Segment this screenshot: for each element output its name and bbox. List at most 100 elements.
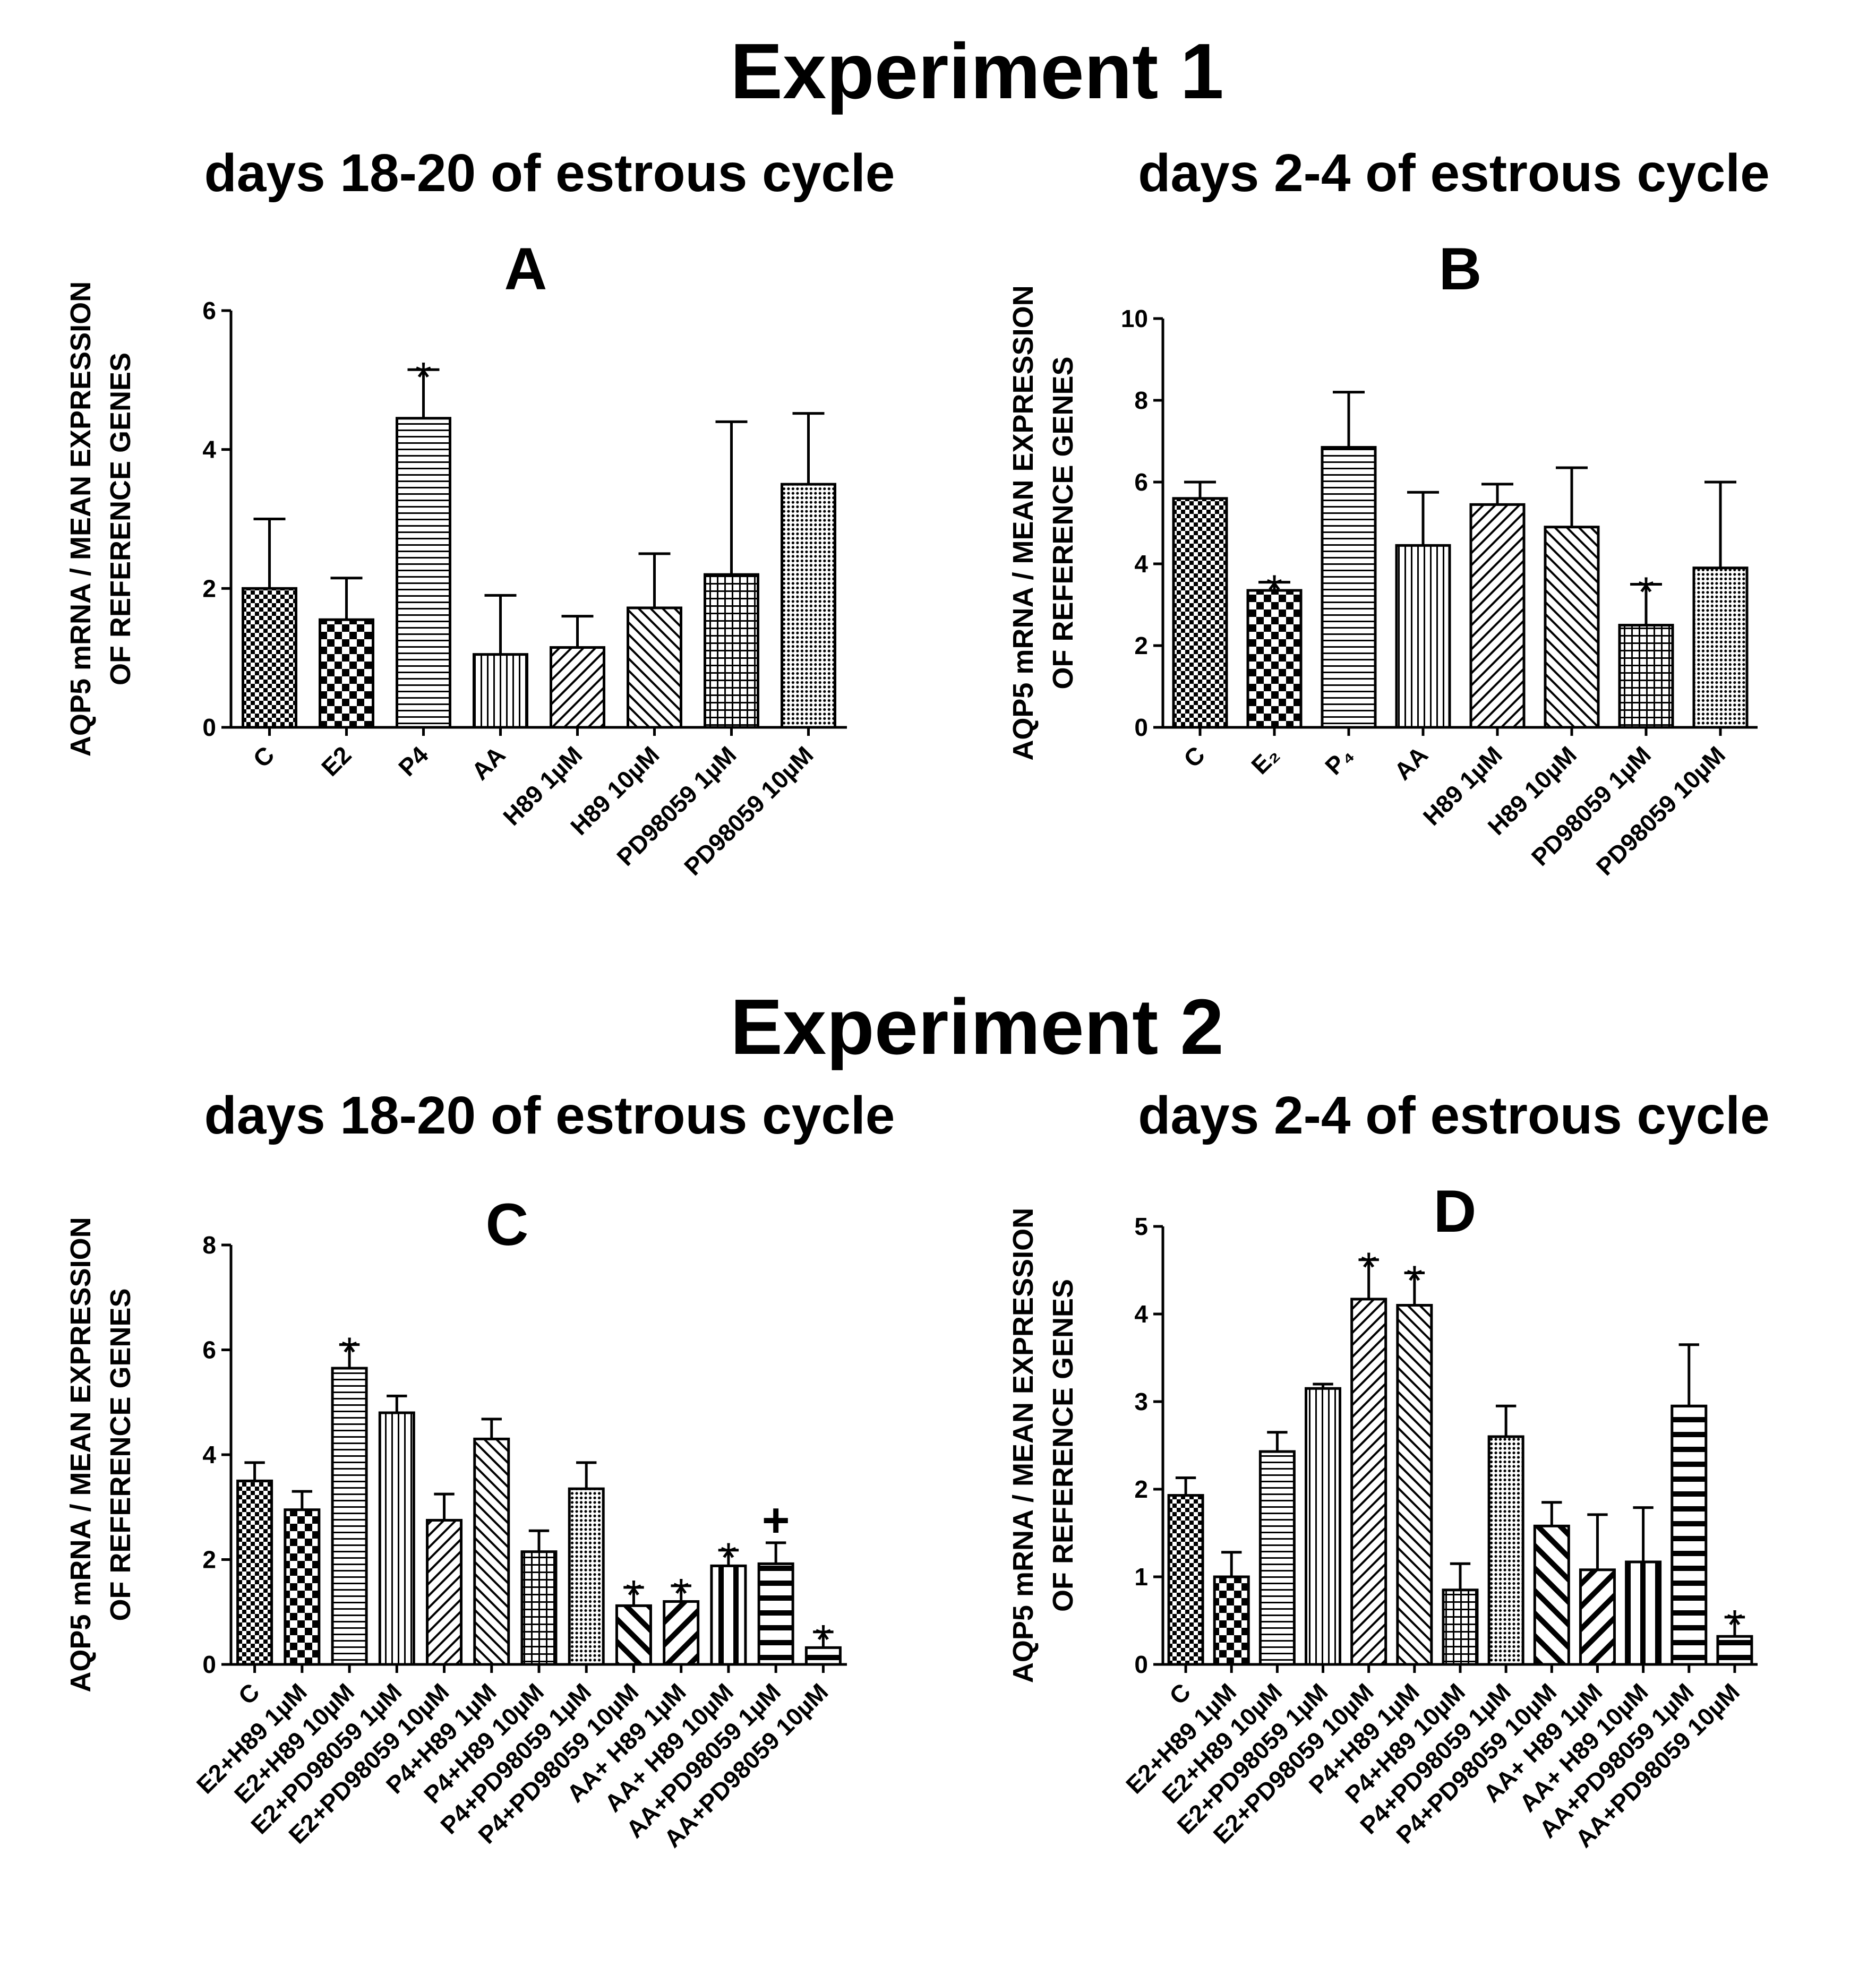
category-label: C <box>1164 1678 1196 1710</box>
bar <box>331 1367 368 1666</box>
category-label: E2 <box>316 741 357 782</box>
y-tick-label: 2 <box>1134 1475 1148 1503</box>
category-label: C <box>247 741 279 772</box>
bar <box>426 1518 463 1666</box>
bar <box>473 1437 510 1666</box>
bar <box>1258 1450 1296 1666</box>
significance-marker: * <box>815 1616 832 1663</box>
bar <box>284 1508 321 1666</box>
bar <box>1625 1560 1662 1666</box>
bar <box>236 1479 273 1666</box>
category-label: AA <box>466 741 511 785</box>
bar <box>1350 1298 1387 1666</box>
y-tick-label: 2 <box>202 1546 216 1574</box>
category-label: P4 <box>393 741 434 782</box>
y-axis-label: OF REFERENCE GENES <box>1047 356 1079 689</box>
experiment-1-left-subtitle: days 18-20 of estrous cycle <box>204 143 895 203</box>
bar <box>473 653 528 729</box>
bar <box>781 483 836 729</box>
bar <box>1487 1435 1524 1666</box>
significance-marker: * <box>1360 1244 1377 1291</box>
bar <box>1579 1568 1616 1666</box>
y-tick-label: 10 <box>1121 305 1148 332</box>
bar <box>1716 1635 1753 1666</box>
y-tick-label: 2 <box>1134 632 1148 659</box>
bar <box>710 1564 747 1666</box>
category-label: PD98059 10µM <box>679 741 818 880</box>
experiment-2-title: Experiment 2 <box>730 983 1223 1071</box>
bar <box>1305 1387 1342 1666</box>
experiment-1-title: Experiment 1 <box>730 28 1223 115</box>
significance-marker: * <box>1266 566 1282 614</box>
y-axis-label: AQP5 mRNA / MEAN EXPRESSION <box>65 281 97 757</box>
y-tick-label: 6 <box>202 297 216 324</box>
y-tick-label: 1 <box>1134 1563 1148 1591</box>
significance-marker: * <box>1406 1257 1423 1304</box>
y-tick-label: 0 <box>202 714 216 741</box>
bar <box>550 646 605 729</box>
y-tick-label: 8 <box>202 1231 216 1259</box>
category-label: E₂ <box>1246 741 1284 779</box>
y-tick-label: 4 <box>202 436 216 463</box>
y-tick-label: 3 <box>1134 1388 1148 1415</box>
bar <box>1172 497 1228 729</box>
bar <box>1469 503 1526 729</box>
bar <box>1395 544 1451 729</box>
bar <box>1246 589 1303 729</box>
y-tick-label: 4 <box>1134 1300 1148 1328</box>
bar <box>1671 1404 1708 1666</box>
y-tick-label: 6 <box>1134 468 1148 496</box>
y-tick-label: 5 <box>1134 1213 1148 1240</box>
y-axis-label: OF REFERENCE GENES <box>105 1288 136 1621</box>
category-label: P₄ <box>1320 741 1359 780</box>
panel-c-chart: C AQP5 mRNA / MEAN EXPRESSION OF REFERENCE… <box>65 1191 847 1853</box>
category-label: C <box>1178 741 1210 772</box>
bar <box>1213 1575 1250 1666</box>
bar <box>704 573 759 729</box>
significance-marker: * <box>720 1534 736 1582</box>
bar <box>1544 526 1600 729</box>
bar <box>1442 1588 1479 1666</box>
bar <box>757 1562 794 1666</box>
significance-marker: * <box>673 1570 689 1617</box>
y-axis-label: AQP5 mRNA / MEAN EXPRESSION <box>1007 1208 1039 1683</box>
experiment-2-left-subtitle: days 18-20 of estrous cycle <box>204 1086 895 1145</box>
y-axis-label: AQP5 mRNA / MEAN EXPRESSION <box>65 1217 97 1692</box>
y-tick-label: 2 <box>202 574 216 602</box>
bar <box>520 1550 558 1666</box>
panel-letter: A <box>504 236 547 302</box>
bar <box>1396 1304 1433 1666</box>
bar <box>568 1487 605 1666</box>
significance-marker: * <box>341 1329 358 1376</box>
bar <box>378 1411 415 1666</box>
y-tick-label: 0 <box>1134 714 1148 741</box>
y-tick-label: 8 <box>1134 387 1148 414</box>
bar <box>1618 624 1674 729</box>
experiment-2-right-subtitle: days 2-4 of estrous cycle <box>1138 1086 1769 1145</box>
category-label: AA <box>1389 741 1433 785</box>
panel-a-chart: A AQP5 mRNA / MEAN EXPRESSION OF REFERENCE… <box>65 236 847 881</box>
panel-letter: D <box>1434 1178 1477 1244</box>
category-label: PD98059 10µM <box>1591 741 1731 880</box>
significance-marker: * <box>1726 1601 1743 1648</box>
bar <box>242 587 297 729</box>
significance-marker: * <box>626 1572 642 1619</box>
y-tick-label: 4 <box>202 1441 216 1469</box>
significance-marker: * <box>415 354 432 401</box>
bar <box>1167 1494 1204 1666</box>
panel-letter: C <box>486 1191 529 1258</box>
panel-b-chart: B AQP5 mRNA / MEAN EXPRESSION OF REFERENCE… <box>1007 236 1758 881</box>
y-tick-label: 6 <box>202 1336 216 1364</box>
y-tick-label: 0 <box>202 1651 216 1678</box>
significance-marker: * <box>1638 569 1654 616</box>
category-label: C <box>233 1678 264 1710</box>
y-tick-label: 0 <box>1134 1651 1148 1678</box>
y-axis-label: AQP5 mRNA / MEAN EXPRESSION <box>1007 285 1039 760</box>
y-axis-label: OF REFERENCE GENES <box>105 353 136 685</box>
bar <box>1533 1524 1570 1666</box>
experiment-1-right-subtitle: days 2-4 of estrous cycle <box>1138 143 1769 203</box>
panel-letter: B <box>1439 236 1482 302</box>
significance-marker: + <box>762 1494 790 1547</box>
y-axis-label: OF REFERENCE GENES <box>1047 1279 1079 1612</box>
